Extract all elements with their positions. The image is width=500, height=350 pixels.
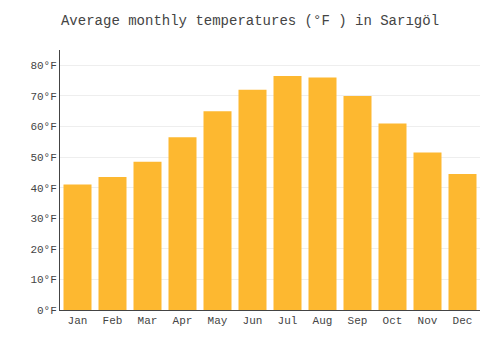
svg-text:Sep: Sep	[348, 315, 368, 327]
svg-text:10°F: 10°F	[30, 274, 56, 286]
svg-text:30°F: 30°F	[30, 213, 56, 225]
svg-text:Feb: Feb	[103, 315, 123, 327]
svg-text:60°F: 60°F	[30, 121, 56, 133]
svg-text:70°F: 70°F	[30, 91, 56, 103]
svg-text:Jun: Jun	[243, 315, 263, 327]
svg-text:50°F: 50°F	[30, 152, 56, 164]
svg-text:Dec: Dec	[453, 315, 473, 327]
svg-text:May: May	[208, 315, 228, 327]
svg-text:80°F: 80°F	[30, 60, 56, 72]
svg-text:Average monthly temperatures (: Average monthly temperatures (°F ) in Sa…	[61, 13, 439, 29]
svg-text:Aug: Aug	[313, 315, 333, 327]
svg-text:Jul: Jul	[278, 315, 298, 327]
svg-text:40°F: 40°F	[30, 183, 56, 195]
svg-text:20°F: 20°F	[30, 244, 56, 256]
svg-text:Nov: Nov	[418, 315, 438, 327]
svg-text:0°F: 0°F	[37, 305, 57, 317]
svg-text:Apr: Apr	[173, 315, 193, 327]
svg-text:Mar: Mar	[138, 315, 158, 327]
svg-text:Oct: Oct	[383, 315, 403, 327]
svg-text:Jan: Jan	[68, 315, 88, 327]
